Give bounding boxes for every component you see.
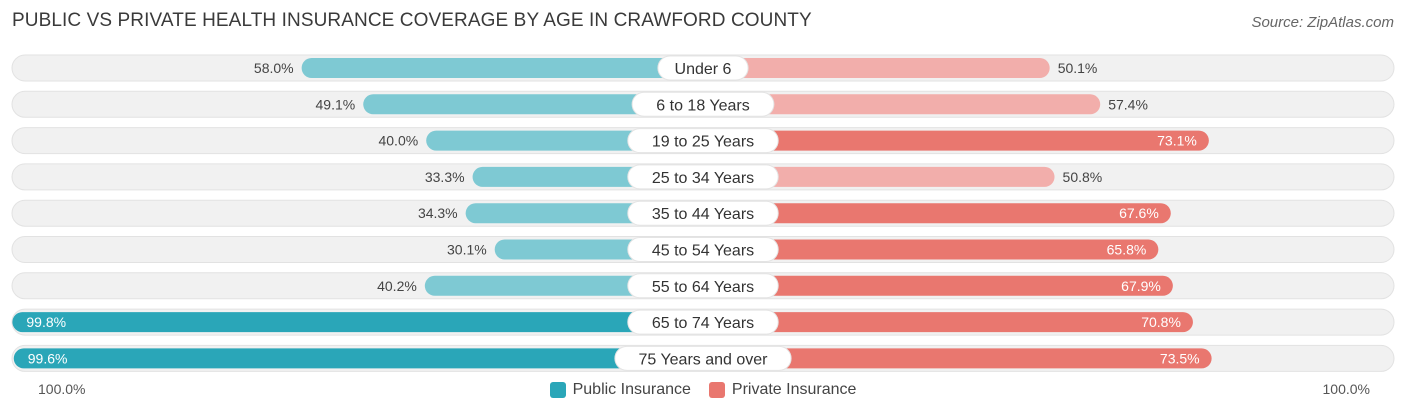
legend-swatch-public [549,382,566,398]
category-label-55-to-64-years: 55 to 64 Years [652,279,754,296]
legend-item-public[interactable]: Public Insurance [549,381,691,399]
category-pill-65-to-74-years [627,309,779,335]
bar-private-6-to-18-years [703,94,1101,115]
bar-private-35-to-44-years [703,203,1171,224]
value-label-private-45-to-54-years: 65.8% [1107,242,1147,258]
bar-public-65-to-74-years [12,312,704,333]
value-label-public-55-to-64-years: 40.2% [377,278,417,294]
value-label-private-25-to-34-years: 50.8% [1063,169,1103,185]
legend-label-private: Private Insurance [731,381,857,398]
category-pill-6-to-18-years [631,91,775,117]
bar-private-19-to-25-years [703,130,1209,151]
value-label-private-19-to-25-years: 73.1% [1157,133,1197,149]
axis-label-right: 100.0% [1322,381,1370,397]
category-label-under-6: Under 6 [675,61,732,78]
bar-public-75-years-and-over [13,348,703,369]
chart-title: PUBLIC VS PRIVATE HEALTH INSURANCE COVER… [12,10,812,31]
value-label-public-45-to-54-years: 30.1% [447,242,487,258]
bar-private-65-to-74-years [703,312,1193,333]
category-pill-75-years-and-over [614,345,792,371]
bar-private-25-to-34-years [703,166,1055,187]
value-label-public-25-to-34-years: 33.3% [425,169,465,185]
category-pill-25-to-34-years [627,164,779,190]
bar-public-under-6 [301,58,703,78]
bar-public-6-to-18-years [363,94,703,115]
value-label-private-75-years-and-over: 73.5% [1160,350,1200,366]
category-pill-under-6 [657,55,749,81]
value-label-public-19-to-25-years: 40.0% [378,133,418,149]
category-label-45-to-54-years: 45 to 54 Years [652,243,754,260]
value-label-public-under-6: 58.0% [254,60,294,76]
value-label-public-35-to-44-years: 34.3% [418,205,458,221]
bar-private-under-6 [703,58,1050,78]
legend-swatch-private [708,382,725,398]
category-label-25-to-34-years: 25 to 34 Years [652,170,754,187]
value-label-public-65-to-74-years: 99.8% [26,314,66,330]
category-label-75-years-and-over: 75 Years and over [639,351,769,368]
value-label-private-65-to-74-years: 70.8% [1141,314,1181,330]
bar-private-75-years-and-over [703,348,1212,369]
category-pill-45-to-54-years [627,237,779,262]
source-label: Source: ZipAtlas.com [1251,14,1394,31]
legend-label-public: Public Insurance [572,381,691,398]
value-label-private-6-to-18-years: 57.4% [1108,96,1148,112]
value-label-private-35-to-44-years: 67.6% [1119,205,1159,221]
category-label-19-to-25-years: 19 to 25 Years [652,134,754,151]
category-label-35-to-44-years: 35 to 44 Years [652,206,754,223]
category-pill-35-to-44-years [627,200,779,226]
value-label-private-under-6: 50.1% [1058,60,1098,76]
bar-private-55-to-64-years [703,275,1173,296]
bar-private-45-to-54-years [703,239,1159,260]
value-label-public-75-years-and-over: 99.6% [28,350,68,366]
category-pill-19-to-25-years [627,128,779,154]
legend-item-private[interactable]: Private Insurance [708,381,857,399]
value-label-private-55-to-64-years: 67.9% [1121,278,1161,294]
category-label-6-to-18-years: 6 to 18 Years [656,97,749,114]
legend: Public Insurance Private Insurance [0,378,1406,402]
category-label-65-to-74-years: 65 to 74 Years [652,315,754,332]
axis-label-left: 100.0% [38,381,86,397]
value-label-public-6-to-18-years: 49.1% [316,96,356,112]
category-pill-55-to-64-years [627,273,779,299]
